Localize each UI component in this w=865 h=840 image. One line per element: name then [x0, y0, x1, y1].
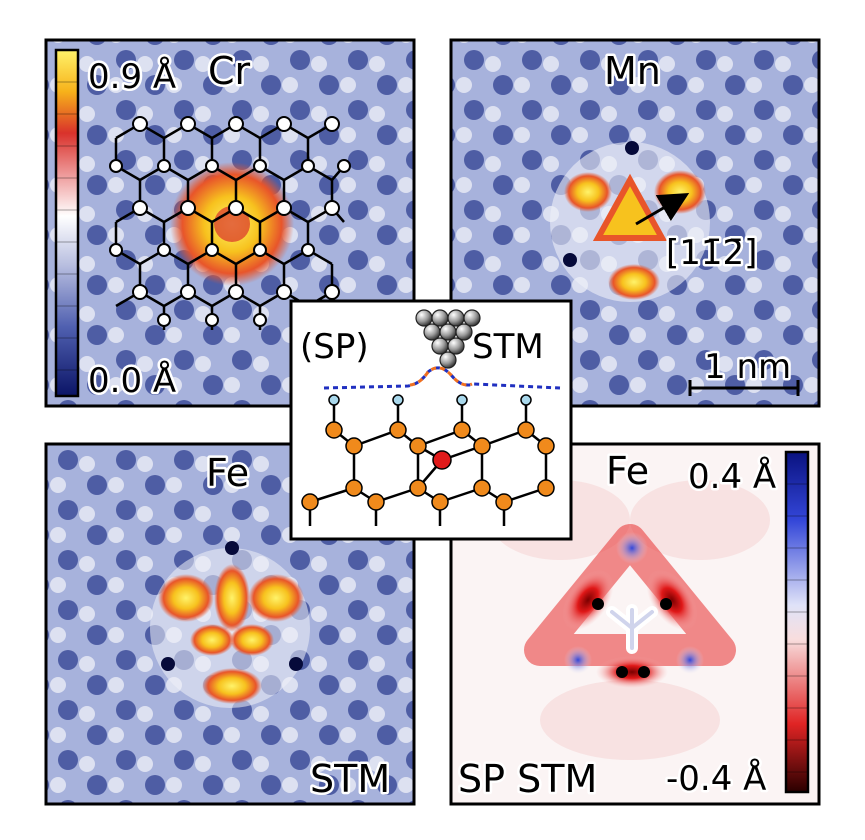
colorbar-sp [784, 450, 810, 794]
colorbar-min-label: 0.0 Å [88, 360, 176, 401]
mode-label-stm: STM [310, 757, 390, 801]
element-label-mn: Mn [604, 49, 661, 93]
panel-cr: 0.9 Å 0.0 Å Cr [44, 38, 416, 408]
direction-arrow-icon [635, 192, 690, 226]
inset-left-label: (SP) [300, 327, 369, 367]
element-label-fe-sp: Fe [606, 449, 649, 493]
colorbar-max-label-sp: 0.4 Å [688, 456, 776, 497]
substrate-atoms [301, 421, 555, 511]
inset-schematic: (SP) STM [289, 299, 573, 541]
stm-tip-icon [415, 309, 481, 369]
colorbar-max-label: 0.9 Å [88, 56, 176, 97]
colorbar-cr [54, 48, 80, 398]
scale-bar [688, 380, 800, 396]
honeycomb-atoms [109, 116, 351, 327]
element-label-fe: Fe [206, 451, 249, 495]
panel-mn: [11̄2̄] Mn 1 nm [449, 38, 821, 408]
colorbar-min-label-sp: -0.4 Å [666, 758, 766, 799]
scale-bar-label: 1 nm [704, 347, 791, 387]
element-label-cr: Cr [208, 49, 251, 93]
height-profile-line [323, 366, 561, 390]
mode-label-sp-stm: SP STM [458, 757, 597, 801]
inset-right-label: STM [472, 327, 544, 367]
direction-label: [11̄2̄] [666, 233, 757, 273]
hydrogen-atoms [328, 394, 532, 406]
impurity-atom [432, 450, 452, 470]
